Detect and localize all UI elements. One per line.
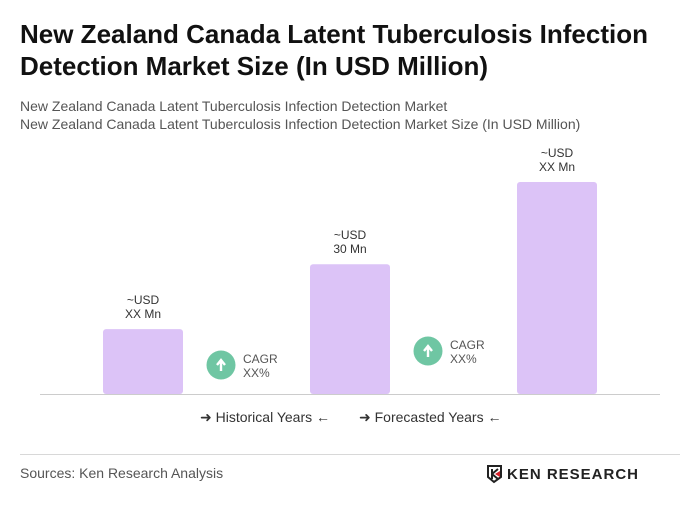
arrow-left-icon: ← [487, 409, 502, 425]
logo-text: KEN RESEARCH [507, 465, 640, 483]
data-label: XX Mn [539, 160, 575, 174]
cagr-label: CAGR [243, 352, 278, 366]
arrow-left-icon: ← [316, 409, 331, 425]
bar [310, 264, 390, 394]
data-label: ~USD [127, 293, 160, 307]
bar [517, 182, 597, 394]
legend-historical-label: Historical Years [215, 409, 313, 425]
subtitle-2: New Zealand Canada Latent Tuberculosis I… [20, 116, 581, 132]
cagr-label: XX% [243, 366, 270, 380]
logo-icon [487, 465, 502, 484]
legend-forecasted-label: Forecasted Years [374, 409, 484, 425]
data-label: ~USD [334, 228, 367, 242]
legend-forecasted: ➜ Forecasted Years ← [359, 409, 501, 426]
arrow-right-icon: ➜ [200, 409, 212, 425]
arrow-right-icon: ➜ [359, 409, 371, 425]
bar [103, 329, 183, 394]
page-title: New Zealand Canada Latent Tuberculosis I… [20, 19, 648, 81]
legend-historical: ➜ Historical Years ← [200, 409, 330, 426]
data-label: XX Mn [125, 307, 161, 321]
data-label: ~USD [541, 146, 574, 160]
cagr-label: XX% [450, 352, 477, 366]
subtitle: New Zealand Canada Latent Tuberculosis I… [20, 98, 448, 114]
source-text: Sources: Ken Research Analysis [20, 465, 224, 481]
cagr-label: CAGR [450, 338, 485, 352]
footer-divider [20, 454, 680, 455]
ken-research-logo: KEN RESEARCH [486, 464, 639, 484]
data-label: 30 Mn [333, 242, 366, 256]
